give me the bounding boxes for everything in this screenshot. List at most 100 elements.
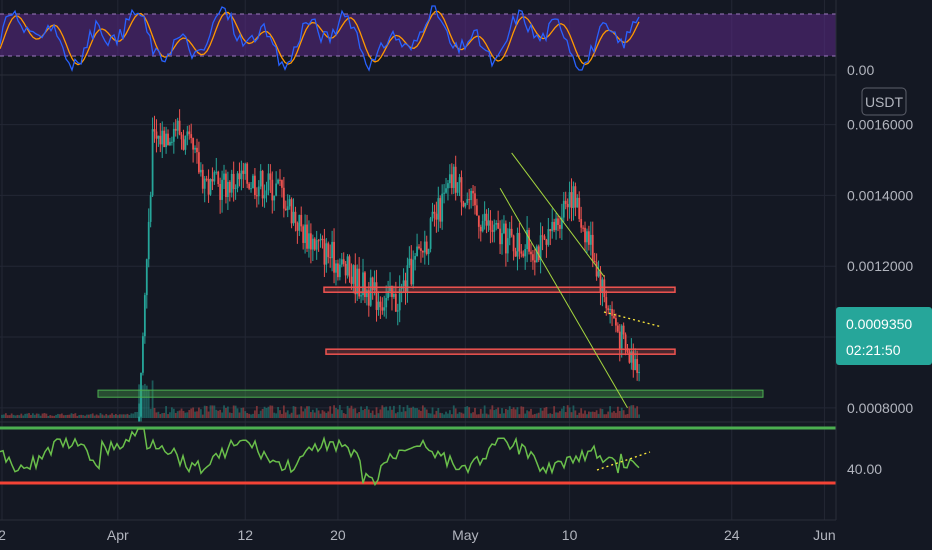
candle	[255, 187, 258, 208]
candle	[346, 254, 349, 279]
volume-bar	[535, 413, 538, 418]
volume-bar	[142, 385, 144, 418]
volume-bar	[59, 414, 61, 418]
volume-bar	[20, 413, 23, 418]
candle	[143, 292, 146, 344]
candle	[539, 222, 542, 274]
candle	[153, 115, 156, 143]
volume-bar	[308, 406, 310, 418]
volume-bar	[448, 410, 451, 418]
candle	[184, 135, 187, 155]
stochastic-pane[interactable]	[0, 5, 836, 72]
volume-bar	[350, 405, 353, 418]
volume-bar	[199, 409, 202, 418]
support-zone[interactable]	[97, 389, 764, 398]
candle	[454, 155, 457, 201]
candle	[564, 191, 567, 210]
candle	[196, 138, 198, 164]
volume-bar	[562, 405, 565, 418]
volume-bar	[1, 414, 3, 418]
volume-bar	[485, 413, 488, 418]
candle	[435, 201, 438, 233]
resistance-zone-upper[interactable]	[323, 286, 676, 293]
volume-bar	[394, 413, 397, 418]
last-price-value: 0.0009350	[846, 316, 912, 332]
rsi-trend-dotted-line[interactable]	[596, 451, 651, 471]
candle	[535, 244, 538, 263]
volume-bar	[267, 406, 270, 418]
candle	[491, 220, 494, 243]
volume-bar	[437, 407, 440, 418]
volume-bar	[572, 405, 575, 418]
volume-bar	[134, 412, 137, 418]
last-price-badge: 0.0009350 02:21:50	[836, 307, 932, 365]
volume-bar	[626, 414, 629, 418]
volume-bar	[335, 407, 337, 418]
candle	[217, 170, 220, 187]
volume-bar	[167, 414, 169, 418]
candle	[470, 188, 473, 209]
volume-bar	[244, 411, 247, 418]
volume-bar	[6, 415, 9, 418]
volume-bar	[99, 413, 102, 418]
candle	[555, 212, 557, 240]
volume-bar	[387, 410, 390, 418]
candle	[338, 258, 341, 281]
volume-bar	[281, 413, 283, 418]
volume-bar	[31, 413, 34, 418]
candle	[194, 145, 196, 154]
rsi-pane[interactable]	[0, 426, 836, 487]
currency-button[interactable]: USDT	[861, 87, 907, 116]
candle	[391, 285, 393, 311]
volume-bar	[504, 408, 507, 418]
candle	[296, 221, 299, 244]
volume-bar	[495, 409, 498, 418]
candle	[611, 301, 613, 327]
volume-bar	[420, 410, 422, 418]
grid-lines	[0, 0, 836, 520]
date-tick-label: May	[452, 527, 478, 543]
volume-bar	[147, 389, 150, 418]
time-axis[interactable]: 2 Apr 12 20 May 10 24 Jun	[0, 527, 836, 543]
volume-bar	[153, 407, 156, 418]
candle	[433, 204, 436, 227]
candle	[412, 250, 415, 289]
volume-bar	[586, 414, 588, 418]
candle	[315, 230, 318, 260]
candle	[246, 162, 249, 189]
candle	[620, 324, 623, 358]
candle	[622, 322, 625, 340]
candle	[373, 270, 376, 296]
volume-bar	[74, 413, 77, 418]
volume-bar	[611, 412, 613, 418]
candlestick-series[interactable]	[138, 109, 640, 422]
volume-bar	[4, 413, 7, 418]
candle	[275, 171, 278, 197]
channel-lower-line[interactable]	[499, 188, 628, 409]
candle	[198, 141, 200, 175]
candle	[541, 226, 544, 251]
volume-bar	[188, 410, 191, 418]
volume-bar	[402, 407, 405, 418]
volume-bar	[115, 413, 117, 418]
volume-bar	[143, 383, 146, 418]
volume-bar	[172, 408, 175, 418]
candle	[265, 181, 268, 203]
candle	[634, 348, 637, 371]
volume-bar	[514, 409, 517, 418]
volume-bar	[452, 405, 455, 418]
volume-bar	[352, 408, 355, 418]
resistance-zone-lower[interactable]	[325, 348, 676, 355]
drawings[interactable]	[97, 152, 764, 409]
volume-bar	[464, 406, 467, 418]
candle	[533, 248, 536, 276]
volume-bar	[539, 408, 542, 418]
candle	[420, 241, 422, 263]
volume-bar	[12, 414, 15, 418]
channel-upper-line[interactable]	[511, 152, 605, 278]
volume-bar	[487, 414, 490, 418]
candle	[495, 220, 498, 231]
volume-bar	[441, 413, 444, 418]
candle	[628, 349, 631, 364]
